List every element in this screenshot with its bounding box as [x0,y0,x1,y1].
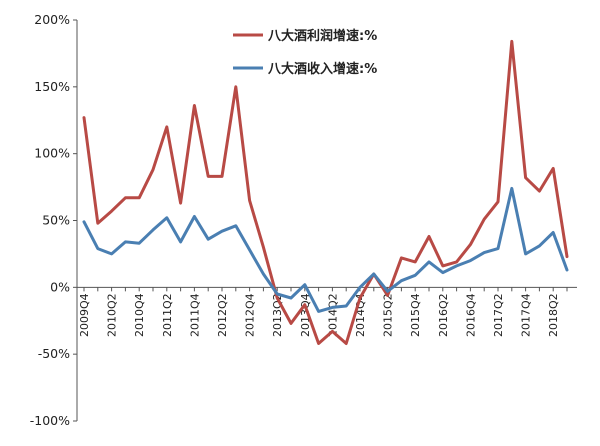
x-tick-label: 2012Q2 [216,293,229,337]
y-tick-label: 50% [42,213,70,228]
x-tick-label: 2010Q2 [106,293,119,337]
series-line-1 [82,39,569,345]
legend-label-2: 八大酒收入增速:% [267,61,377,77]
x-tick-label: 2009Q4 [78,293,91,337]
x-tick-label: 2010Q4 [133,293,146,337]
x-tick-label: 2017Q2 [492,293,505,337]
y-tick-label: 100% [34,146,70,161]
x-tick-label: 2014Q2 [326,293,339,337]
series-line-2 [82,186,569,313]
x-tick-label: 2016Q4 [464,293,477,337]
x-tick-label: 2015Q2 [382,293,395,337]
y-tick-label: 150% [34,79,70,94]
legend-label-1: 八大酒利润增速:% [267,28,377,44]
x-tick-label: 2016Q2 [437,293,450,337]
y-tick-label: -100% [30,413,70,428]
x-tick-label: 2011Q4 [188,293,201,337]
y-tick-label: 0% [50,279,70,294]
series-layer [82,39,569,345]
x-tick-label: 2012Q4 [244,293,257,337]
x-axis: 2009Q4 2010Q2 2010Q4 2011Q2 2011Q4 2012Q2 2012… [77,286,577,337]
x-tick-label: 2017Q4 [520,293,533,337]
y-tick-label: -50% [38,346,70,361]
legend: 八大酒利润增速:% 八大酒收入增速:% [233,28,377,77]
x-tick-label: 2018Q2 [547,293,560,337]
x-tick-label: 2011Q2 [161,293,174,337]
y-axis: 200% 150% 100% 50% 0% -50% -100% [30,12,78,428]
y-tick-label: 200% [34,12,70,27]
x-tick-label: 2015Q4 [409,293,422,337]
x-tick-label: 2013Q4 [299,293,312,337]
